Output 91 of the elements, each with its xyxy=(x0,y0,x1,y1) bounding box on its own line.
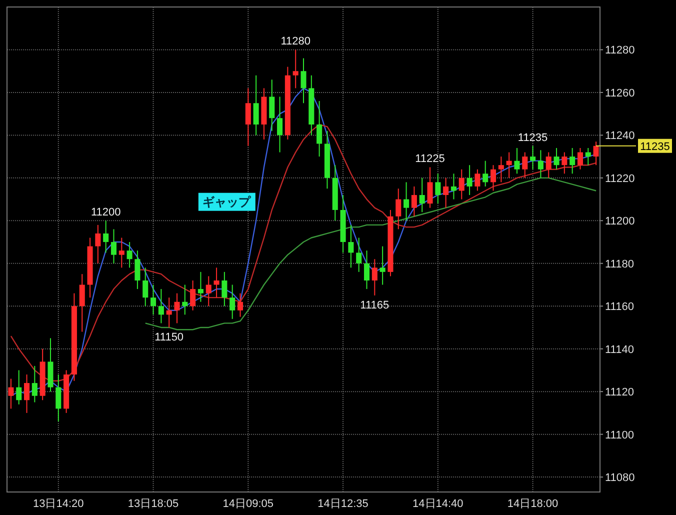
candlestick xyxy=(245,88,251,146)
candlestick xyxy=(134,250,140,290)
candlestick xyxy=(443,177,449,208)
candlestick xyxy=(419,177,425,213)
candlestick xyxy=(450,173,456,200)
candlestick xyxy=(404,182,410,222)
annotation: 11235 xyxy=(518,132,548,144)
line-series xyxy=(10,124,597,382)
candlestick xyxy=(522,152,528,178)
candlestick xyxy=(482,160,488,187)
candlestick xyxy=(538,150,544,178)
candlestick xyxy=(110,228,117,264)
candlestick xyxy=(158,288,164,324)
candlestick xyxy=(554,148,560,170)
candlestick xyxy=(585,148,591,166)
candlestick xyxy=(474,168,480,192)
candlestick xyxy=(24,374,30,414)
candlestick xyxy=(142,267,148,307)
candlestick xyxy=(190,280,196,311)
candlestick xyxy=(380,246,386,286)
candlestick xyxy=(222,271,228,307)
candlestick xyxy=(79,274,85,332)
y-tick-label: 11280 xyxy=(605,44,635,57)
candlestick xyxy=(396,188,402,230)
y-tick-label: 11200 xyxy=(605,216,635,228)
annotation: ギャップ xyxy=(202,194,252,209)
y-tick-label: 11220 xyxy=(605,172,635,185)
candlestick xyxy=(562,152,568,174)
annotation-box: ギャップ xyxy=(198,192,256,211)
annotation: 11225 xyxy=(415,153,445,166)
x-tick-label: 13日14:20 xyxy=(33,498,84,510)
x-tick-label: 14日09:05 xyxy=(222,498,274,510)
candlestick xyxy=(253,74,259,136)
candlestick xyxy=(427,166,433,208)
annotation: 11165 xyxy=(360,299,390,312)
candlestick xyxy=(546,152,552,178)
x-tick-label: 14日14:40 xyxy=(412,498,464,510)
y-tick-label: 11120 xyxy=(605,386,634,399)
candlestick xyxy=(182,284,188,316)
x-tick-label: 13日18:05 xyxy=(128,498,179,510)
y-tick-label: 11260 xyxy=(605,87,635,100)
candlestick xyxy=(577,148,583,170)
candlestick xyxy=(56,374,62,422)
candlestick xyxy=(174,292,180,324)
candlestick xyxy=(530,145,536,170)
candlestick xyxy=(372,258,378,296)
candlestick xyxy=(166,297,172,328)
candlestick xyxy=(16,370,22,405)
candlestick xyxy=(411,186,417,217)
y-tick-label: 11160 xyxy=(605,301,634,314)
candlestick xyxy=(206,276,212,307)
candlestick xyxy=(269,79,275,132)
candlestick xyxy=(458,168,464,200)
candlestick xyxy=(230,284,236,320)
candlestick xyxy=(348,224,354,268)
x-tick-label: 14日18:00 xyxy=(507,498,558,510)
candlestick xyxy=(198,271,204,302)
candlestick xyxy=(237,292,244,318)
candlestick xyxy=(570,148,576,174)
y-tick-label: 11240 xyxy=(605,130,635,142)
candlestick xyxy=(292,49,298,89)
candlestick xyxy=(506,152,512,178)
candlestick xyxy=(356,237,362,272)
candlestick xyxy=(126,242,132,268)
y-tick-label: 11140 xyxy=(605,344,634,356)
candlestick xyxy=(32,365,38,403)
candlestick xyxy=(118,237,124,268)
ref-line-label: 11235 xyxy=(640,140,670,153)
annotation: 11200 xyxy=(90,206,121,219)
candlestick xyxy=(514,148,520,174)
candlestick xyxy=(8,378,14,410)
candlestick xyxy=(150,284,156,316)
candlestick xyxy=(490,164,496,192)
y-tick-label: 11100 xyxy=(605,429,634,442)
candlestick xyxy=(316,100,322,158)
y-tick-label: 11180 xyxy=(605,258,634,270)
candlestick xyxy=(498,156,504,183)
candlestick xyxy=(300,58,306,104)
annotation: 11280 xyxy=(280,36,310,48)
candlestick xyxy=(95,224,101,264)
x-tick-label: 14日12:35 xyxy=(318,498,368,510)
candlestick xyxy=(277,96,283,153)
annotation: 11150 xyxy=(154,331,184,344)
candlestick xyxy=(435,173,441,204)
candlestick xyxy=(364,250,370,290)
candlestick xyxy=(214,267,220,298)
candlestick xyxy=(103,220,109,254)
candlestick xyxy=(593,141,599,166)
y-tick-label: 11080 xyxy=(605,472,635,484)
candlestick xyxy=(466,164,472,196)
line-series xyxy=(144,177,597,330)
